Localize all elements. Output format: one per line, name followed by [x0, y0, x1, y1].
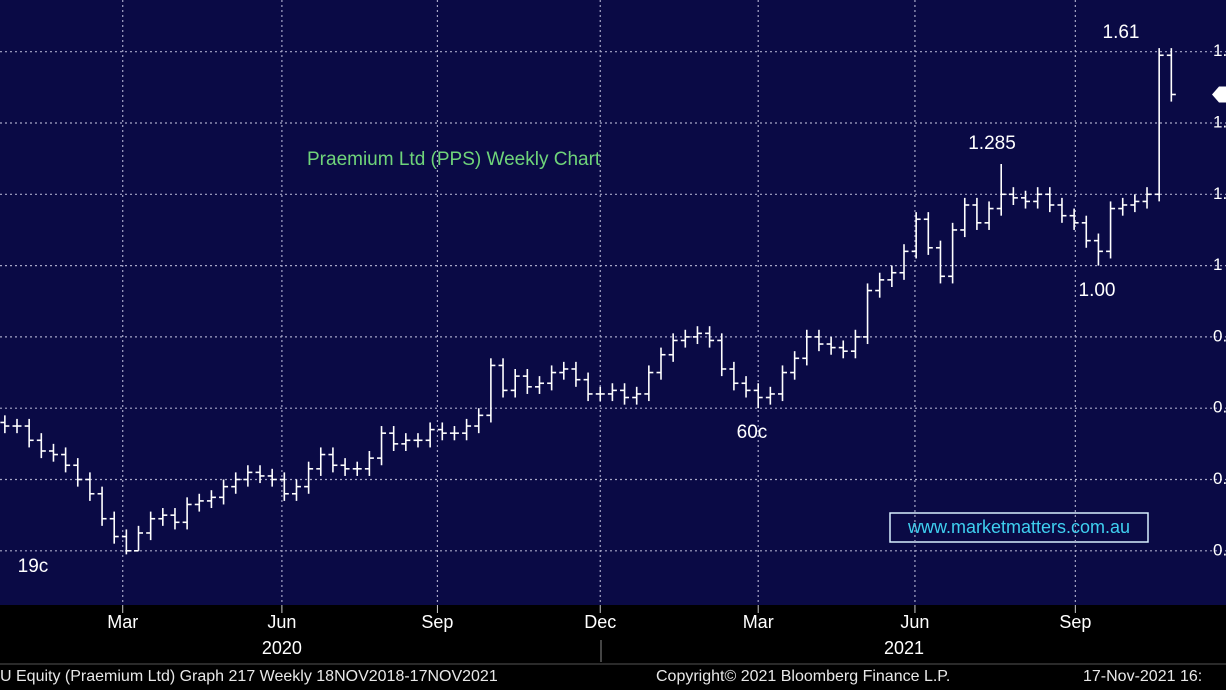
- annotation: 1.00: [1079, 280, 1116, 301]
- y-tick-label: 1: [1213, 255, 1222, 274]
- x-tick-label: Sep: [421, 612, 453, 632]
- price-bars: [0, 48, 1176, 555]
- footer-date: 17-Nov-2021 16:: [1083, 668, 1202, 685]
- y-tick-label: 0.2: [1213, 540, 1226, 559]
- annotation: 1.61: [1103, 22, 1140, 43]
- chart-title: Praemium Ltd (PPS) Weekly Chart: [307, 149, 601, 170]
- footer-left: U Equity (Praemium Ltd) Graph 217 Weekly…: [0, 668, 498, 685]
- axis-background: [0, 605, 1226, 690]
- y-tick-label: 0.4: [1213, 469, 1226, 488]
- y-tick-label: 1.2: [1213, 184, 1226, 203]
- x-tick-label: Mar: [107, 612, 138, 632]
- x-tick-label: Sep: [1059, 612, 1091, 632]
- watermark: www.marketmatters.com.au: [907, 517, 1130, 537]
- x-group-label: 2020: [262, 638, 302, 658]
- x-group-label: 2021: [884, 638, 924, 658]
- x-tick-label: Jun: [267, 612, 296, 632]
- y-tick-label: 1.6: [1213, 41, 1226, 60]
- x-tick-label: Mar: [743, 612, 774, 632]
- y-tick-label: 1.4: [1213, 112, 1226, 131]
- annotation: 60c: [737, 422, 768, 443]
- plot-background: [0, 0, 1226, 605]
- footer-copyright: Copyright© 2021 Bloomberg Finance L.P.: [656, 668, 950, 685]
- x-tick-label: Jun: [900, 612, 929, 632]
- y-tick-label: 0.8: [1213, 326, 1226, 345]
- annotation: 19c: [18, 556, 49, 577]
- x-tick-label: Dec: [584, 612, 616, 632]
- last-price-marker: [1212, 86, 1226, 103]
- annotation: 1.285: [968, 133, 1016, 154]
- watermark-box: [889, 512, 1149, 543]
- y-tick-label: 0.6: [1213, 398, 1226, 417]
- grid: [0, 0, 1226, 605]
